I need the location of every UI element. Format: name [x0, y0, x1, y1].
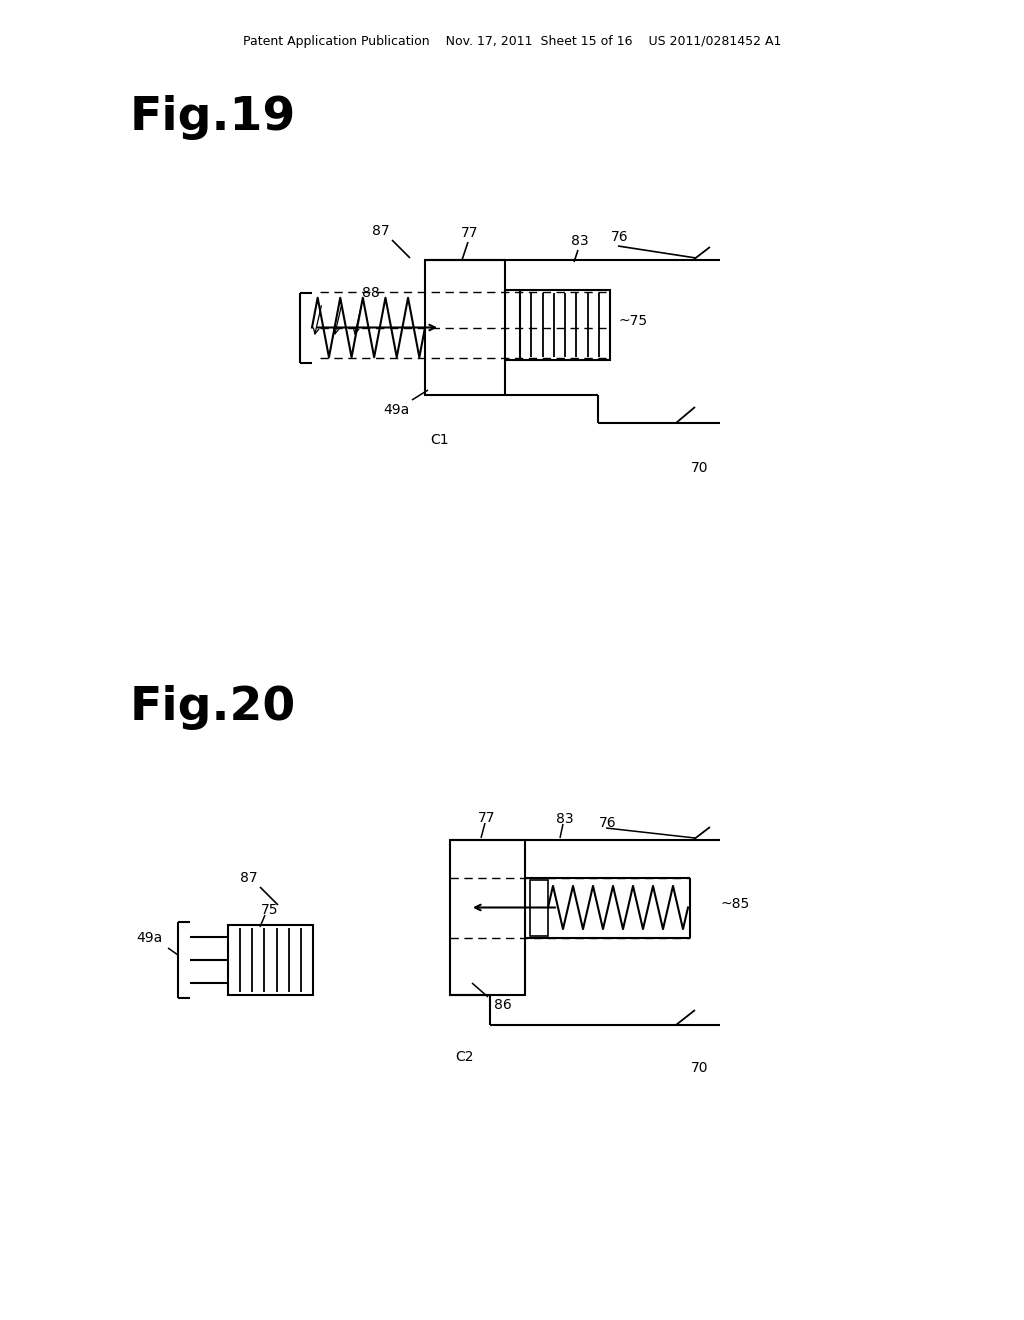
- Text: C2: C2: [456, 1049, 474, 1064]
- Text: ~75: ~75: [618, 314, 647, 327]
- Text: Fig.19: Fig.19: [130, 95, 296, 140]
- Text: 88: 88: [362, 286, 380, 300]
- Text: 70: 70: [691, 461, 709, 475]
- Text: C1: C1: [431, 433, 450, 447]
- Text: 76: 76: [599, 816, 616, 830]
- Text: 87: 87: [373, 224, 390, 238]
- Bar: [425, 260, 505, 395]
- Text: ~85: ~85: [720, 896, 750, 911]
- Text: 75: 75: [261, 903, 279, 917]
- Text: 77: 77: [461, 226, 479, 240]
- Text: 83: 83: [556, 812, 573, 826]
- Text: 87: 87: [241, 871, 258, 884]
- Text: 49a: 49a: [384, 403, 410, 417]
- Text: 83: 83: [571, 234, 589, 248]
- Text: 86: 86: [494, 998, 512, 1012]
- Text: 77: 77: [478, 810, 496, 825]
- Bar: [228, 925, 313, 995]
- Bar: [520, 290, 610, 360]
- Bar: [530, 879, 548, 936]
- Bar: [450, 840, 525, 995]
- Text: Fig.20: Fig.20: [130, 685, 296, 730]
- Text: Patent Application Publication    Nov. 17, 2011  Sheet 15 of 16    US 2011/02814: Patent Application Publication Nov. 17, …: [243, 36, 781, 48]
- Text: 49a: 49a: [137, 931, 163, 945]
- Text: 76: 76: [611, 230, 629, 244]
- Text: 70: 70: [691, 1061, 709, 1074]
